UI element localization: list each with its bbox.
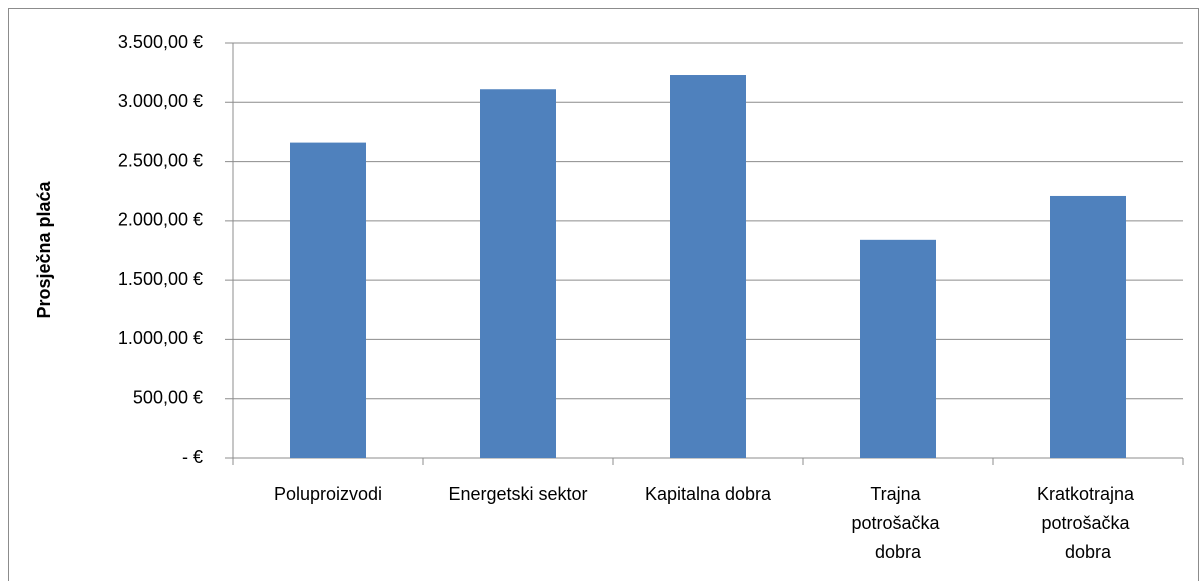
y-tick-label: 1.000,00 € — [118, 328, 203, 348]
y-tick-label: 3.000,00 € — [118, 91, 203, 111]
x-tick-label: Trajna potrošačka dobra — [851, 484, 944, 562]
bar — [290, 142, 366, 458]
x-tick-label-line: potrošačka — [851, 513, 944, 533]
x-tick-label: Kratkotrajna potrošačka dobra — [1037, 484, 1139, 562]
x-tick-label-line: potrošačka — [1041, 513, 1134, 533]
bar — [1050, 195, 1126, 458]
y-tick-label: 500,00 € — [133, 387, 203, 407]
x-tick-label: Kapitalna dobra — [645, 484, 772, 504]
x-tick-label-line: dobra — [1065, 542, 1112, 562]
bar — [670, 75, 746, 458]
x-tick-label: Energetski sektor — [448, 484, 587, 504]
x-tick-label-line: dobra — [875, 542, 922, 562]
y-tick-label: 3.500,00 € — [118, 32, 203, 52]
y-tick-label: 1.500,00 € — [118, 269, 203, 289]
bar — [860, 239, 936, 458]
y-tick-label: 2.000,00 € — [118, 210, 203, 230]
y-tick-label: - € — [182, 447, 203, 467]
y-axis-title: Prosječna plaća — [34, 180, 54, 318]
x-tick-label-line: Trajna — [870, 484, 925, 504]
bar — [480, 89, 556, 458]
x-tick-label: Poluproizvodi — [274, 484, 382, 504]
x-tick-label-line: Kratkotrajna — [1037, 484, 1139, 504]
chart-border — [8, 8, 1199, 581]
y-tick-label: 2.500,00 € — [118, 150, 203, 170]
